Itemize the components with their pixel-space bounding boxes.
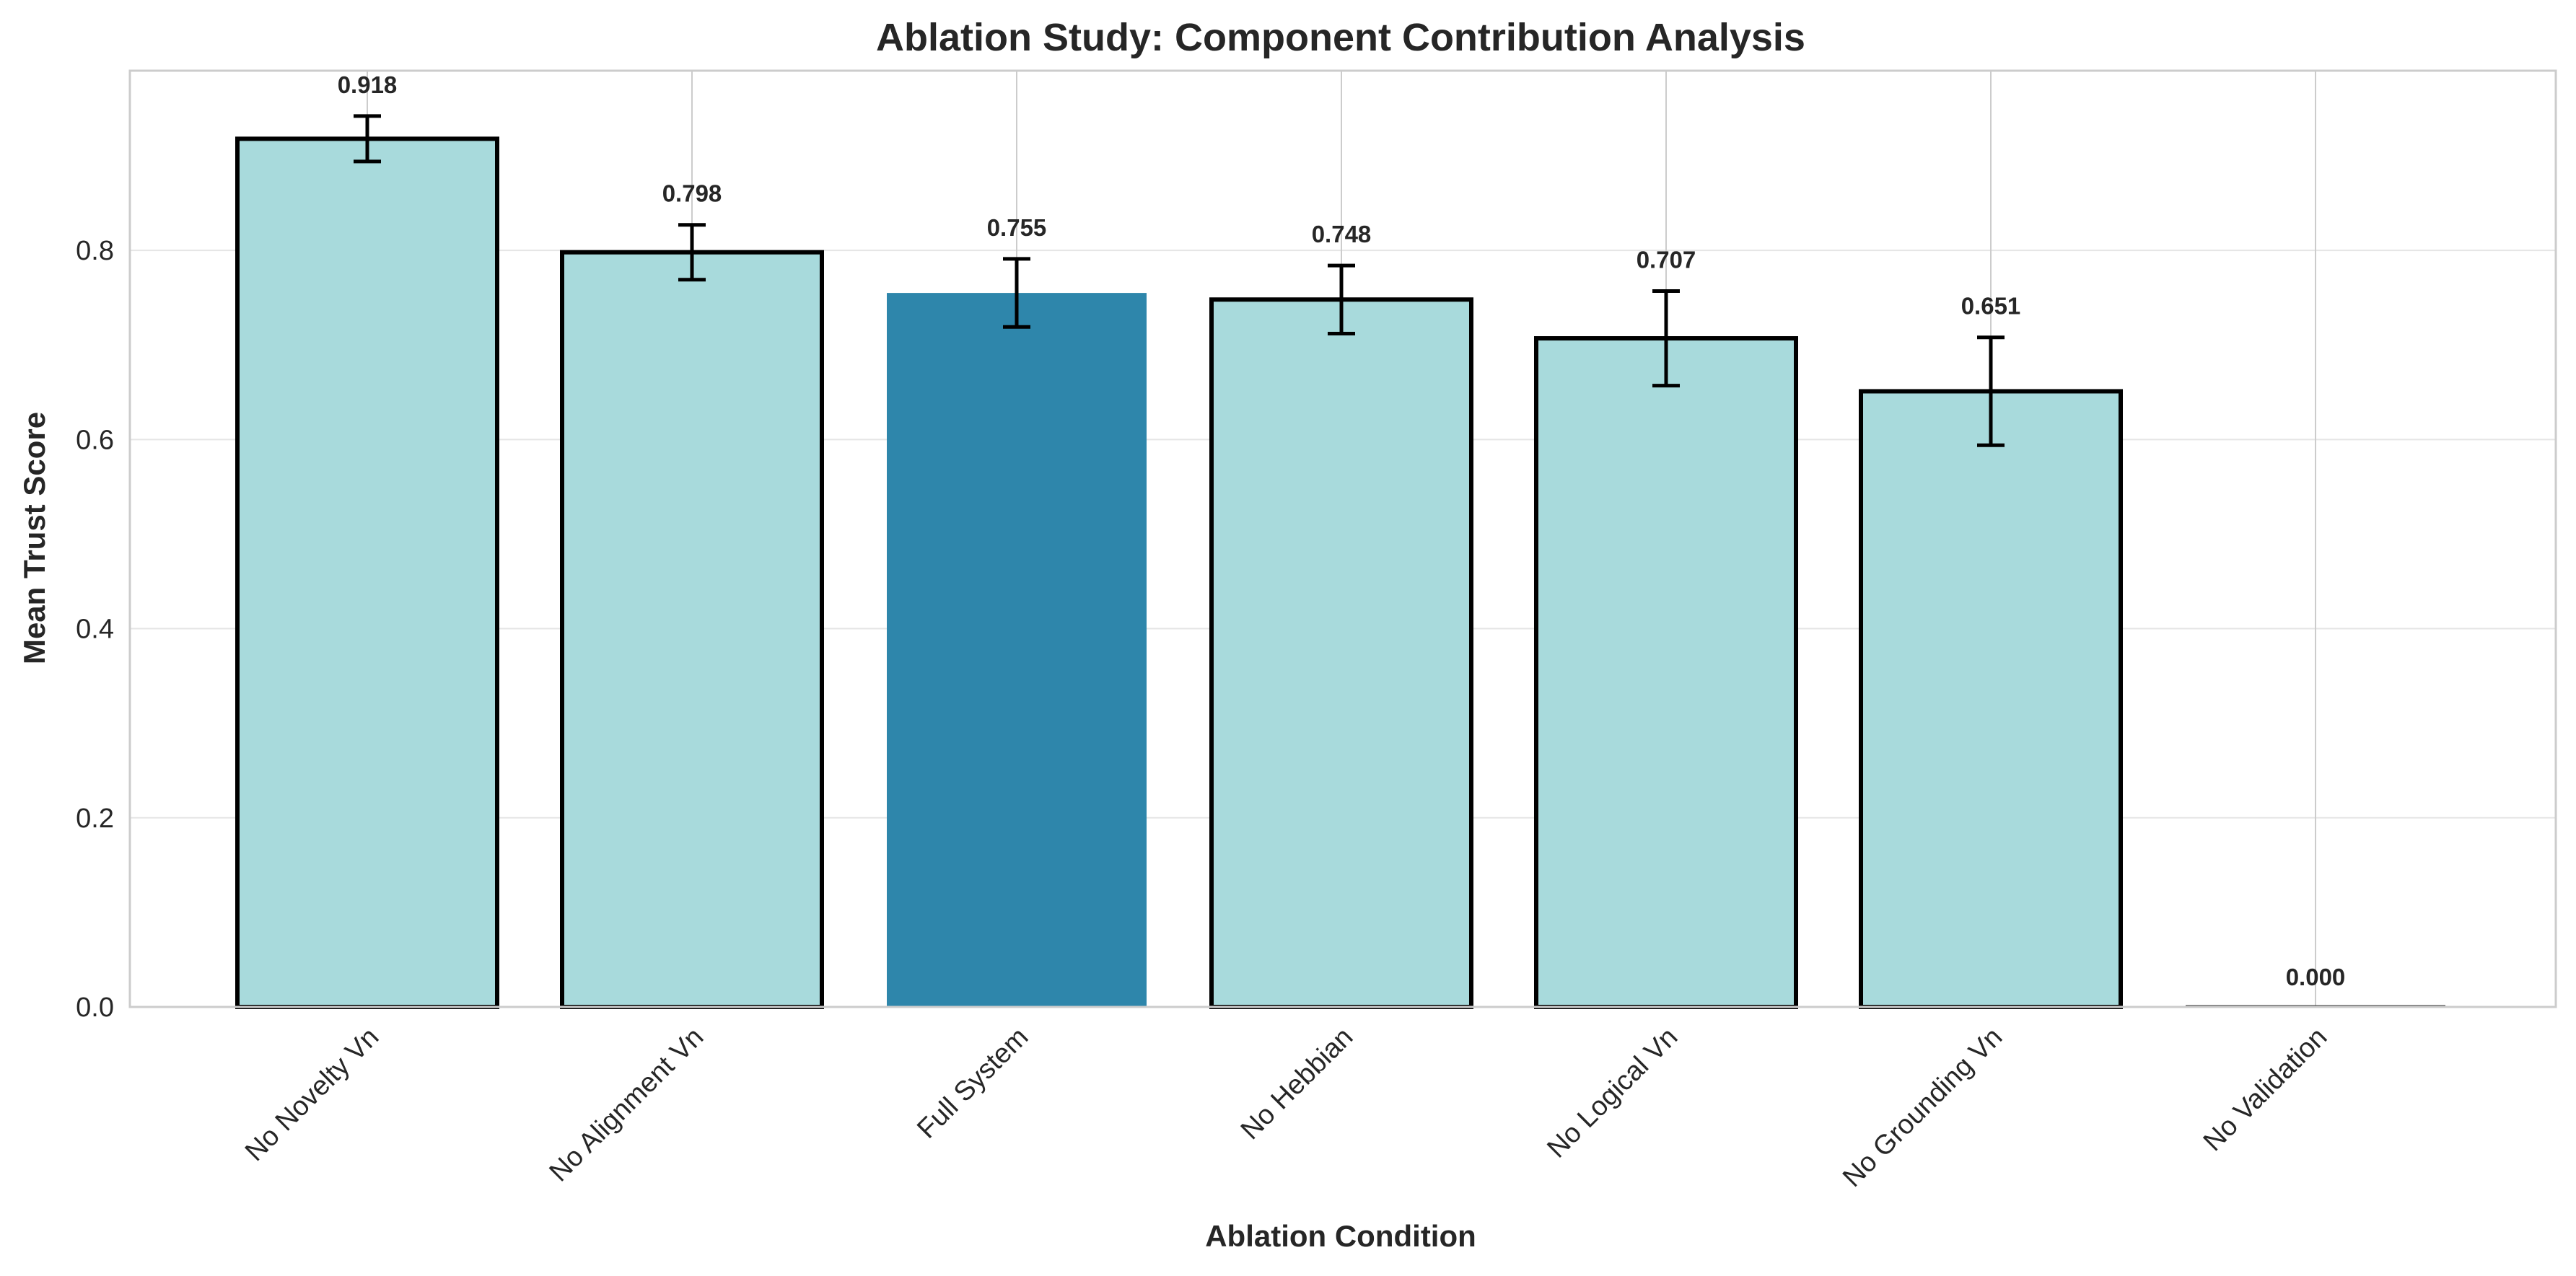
y-tick-label: 0.8 bbox=[76, 236, 114, 266]
data-label: 0.651 bbox=[1961, 293, 2021, 320]
y-tick-label: 0.0 bbox=[76, 993, 114, 1023]
data-label: 0.748 bbox=[1312, 221, 1372, 247]
x-axis-label: Ablation Condition bbox=[1205, 1219, 1476, 1253]
chart-title: Ablation Study: Component Contribution A… bbox=[876, 16, 1805, 59]
bar bbox=[1859, 389, 2123, 1009]
bar bbox=[235, 136, 499, 1009]
data-label: 0.755 bbox=[987, 214, 1047, 241]
y-tick-label: 0.2 bbox=[76, 804, 114, 834]
bar bbox=[1209, 297, 1473, 1009]
data-label: 0.918 bbox=[338, 71, 398, 98]
data-label: 0.707 bbox=[1637, 246, 1696, 273]
bar bbox=[560, 250, 824, 1010]
error-bars-layer bbox=[354, 114, 2005, 447]
y-tick-label: 0.6 bbox=[76, 425, 114, 455]
bars-layer bbox=[235, 136, 2445, 1010]
y-tick-label: 0.4 bbox=[76, 615, 114, 645]
plot-frame bbox=[128, 69, 2557, 1008]
y-axis-label: Mean Trust Score bbox=[17, 412, 51, 664]
data-label: 0.798 bbox=[662, 180, 722, 207]
bar bbox=[887, 293, 1147, 1008]
data-label: 0.000 bbox=[2286, 964, 2346, 990]
data-labels-layer: 0.918 0.798 0.755 0.748 0.707 0.651 0.000 bbox=[338, 71, 2346, 990]
bar bbox=[1534, 336, 1798, 1009]
